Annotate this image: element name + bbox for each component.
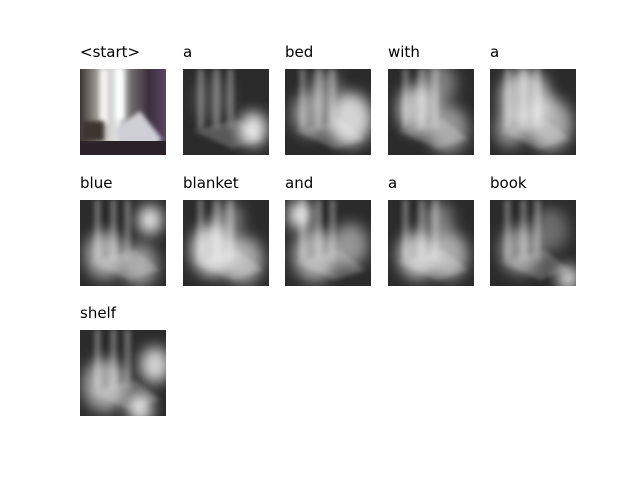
caption-word: a — [490, 43, 499, 61]
attention-image — [285, 200, 371, 286]
attention-image — [80, 69, 166, 155]
caption-word: a — [183, 43, 192, 61]
attention-image — [388, 200, 474, 286]
attention-image — [388, 69, 474, 155]
attention-image — [183, 200, 269, 286]
caption-word: with — [388, 43, 420, 61]
attention-image — [80, 200, 166, 286]
caption-word: and — [285, 174, 313, 192]
attention-image — [490, 200, 576, 286]
caption-word: bed — [285, 43, 313, 61]
caption-word: <start> — [80, 43, 140, 61]
caption-word: shelf — [80, 304, 117, 322]
attention-image — [183, 69, 269, 155]
caption-word: a — [388, 174, 397, 192]
caption-word: book — [490, 174, 527, 192]
caption-word: blanket — [183, 174, 239, 192]
attention-image — [80, 330, 166, 416]
attention-image — [490, 69, 576, 155]
caption-word: blue — [80, 174, 112, 192]
attention-image — [285, 69, 371, 155]
